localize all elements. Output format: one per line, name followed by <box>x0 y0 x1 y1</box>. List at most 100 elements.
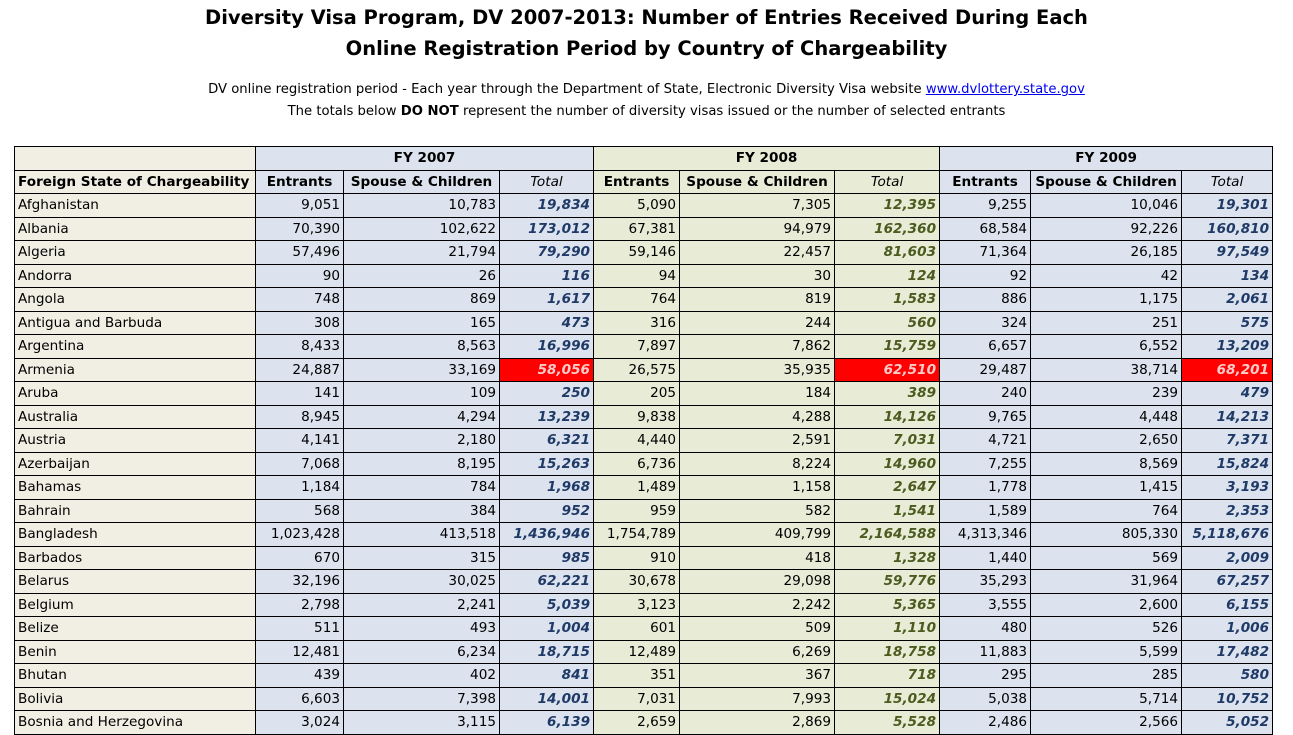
total-cell: 2,647 <box>834 475 941 500</box>
spouse-children-header: Spouse & Children <box>343 169 500 194</box>
entrants-cell: 4,313,346 <box>939 522 1032 547</box>
entrants-cell: 4,721 <box>939 428 1032 453</box>
total-cell: 19,834 <box>498 193 595 218</box>
entrants-cell: 439 <box>255 663 344 688</box>
entrants-cell: 12,481 <box>255 639 344 664</box>
entrants-header: Entrants <box>593 169 681 194</box>
entrants-cell: 1,589 <box>939 498 1032 523</box>
total-cell: 1,617 <box>498 287 595 312</box>
country-name-cell: Austria <box>14 428 256 453</box>
spouse-children-cell: 7,305 <box>679 193 836 218</box>
entrants-cell: 324 <box>939 310 1032 335</box>
country-name-cell: Algeria <box>14 240 256 265</box>
country-name-cell: Andorra <box>14 263 256 288</box>
entrants-cell: 205 <box>593 381 681 406</box>
table-row: Austria 4,141 2,180 6,321 4,440 2,591 7,031 4,7… <box>14 428 1274 453</box>
spouse-children-cell: 38,714 <box>1030 357 1183 382</box>
total-cell: 952 <box>498 498 595 523</box>
total-cell: 575 <box>1181 310 1274 335</box>
country-name-cell: Bangladesh <box>14 522 256 547</box>
entrants-cell: 6,657 <box>939 334 1032 359</box>
entrants-cell: 9,765 <box>939 404 1032 429</box>
empty-header-cell <box>14 146 256 171</box>
table-body: Afghanistan 9,051 10,783 19,834 5,090 7,305 12… <box>14 193 1274 735</box>
total-cell: 6,321 <box>498 428 595 453</box>
entrants-cell: 9,255 <box>939 193 1032 218</box>
total-cell: 14,213 <box>1181 404 1274 429</box>
spouse-children-cell: 7,993 <box>679 686 836 711</box>
table-row: Belize 511 493 1,004 601 509 1,110 480 526 1,006 <box>14 616 1274 641</box>
table-row: Afghanistan 9,051 10,783 19,834 5,090 7,305 12… <box>14 193 1274 218</box>
spouse-children-cell: 367 <box>679 663 836 688</box>
total-cell: 1,968 <box>498 475 595 500</box>
entrants-cell: 748 <box>255 287 344 312</box>
entrants-cell: 7,068 <box>255 451 344 476</box>
spouse-children-cell: 526 <box>1030 616 1183 641</box>
total-cell: 173,012 <box>498 216 595 241</box>
entrants-cell: 26,575 <box>593 357 681 382</box>
total-cell: 116 <box>498 263 595 288</box>
entrants-cell: 5,090 <box>593 193 681 218</box>
total-cell: 985 <box>498 545 595 570</box>
entrants-cell: 2,798 <box>255 592 344 617</box>
spouse-children-cell: 2,180 <box>343 428 500 453</box>
entrants-cell: 70,390 <box>255 216 344 241</box>
entrants-cell: 1,023,428 <box>255 522 344 547</box>
total-cell: 58,056 <box>498 357 595 382</box>
spouse-children-cell: 418 <box>679 545 836 570</box>
entrants-cell: 1,778 <box>939 475 1032 500</box>
entrants-header: Entrants <box>939 169 1032 194</box>
total-cell: 1,004 <box>498 616 595 641</box>
country-name-cell: Bahrain <box>14 498 256 523</box>
table-row: Bolivia 6,603 7,398 14,001 7,031 7,993 15,024 5… <box>14 686 1274 711</box>
entrants-cell: 2,659 <box>593 710 681 735</box>
total-cell: 479 <box>1181 381 1274 406</box>
entrants-cell: 57,496 <box>255 240 344 265</box>
country-name-cell: Azerbaijan <box>14 451 256 476</box>
spouse-children-cell: 2,869 <box>679 710 836 735</box>
total-cell: 15,759 <box>834 334 941 359</box>
entrants-cell: 94 <box>593 263 681 288</box>
entrants-header: Entrants <box>255 169 344 194</box>
spouse-children-cell: 94,979 <box>679 216 836 241</box>
entrants-cell: 4,440 <box>593 428 681 453</box>
entrants-cell: 59,146 <box>593 240 681 265</box>
entrants-cell: 351 <box>593 663 681 688</box>
total-cell: 841 <box>498 663 595 688</box>
total-cell: 18,715 <box>498 639 595 664</box>
spouse-children-cell: 29,098 <box>679 569 836 594</box>
spouse-children-cell: 10,783 <box>343 193 500 218</box>
country-column-header: Foreign State of Chargeability <box>14 169 256 194</box>
total-cell: 7,031 <box>834 428 941 453</box>
subtitle-emphasis: DO NOT <box>400 104 459 119</box>
spouse-children-cell: 569 <box>1030 545 1183 570</box>
total-cell: 5,118,676 <box>1181 522 1274 547</box>
spouse-children-cell: 8,224 <box>679 451 836 476</box>
spouse-children-cell: 10,046 <box>1030 193 1183 218</box>
spouse-children-cell: 8,195 <box>343 451 500 476</box>
subtitle-line-2: The totals below DO NOT represent the nu… <box>0 101 1293 123</box>
table-row: Benin 12,481 6,234 18,715 12,489 6,269 18,758 1… <box>14 639 1274 664</box>
country-name-cell: Benin <box>14 639 256 664</box>
entrants-cell: 6,736 <box>593 451 681 476</box>
entrants-cell: 4,141 <box>255 428 344 453</box>
spouse-children-cell: 5,714 <box>1030 686 1183 711</box>
spouse-children-cell: 384 <box>343 498 500 523</box>
entrants-cell: 764 <box>593 287 681 312</box>
total-cell: 134 <box>1181 263 1274 288</box>
table-row: Barbados 670 315 985 910 418 1,328 1,440 569 2,00… <box>14 545 1274 570</box>
spouse-children-header: Spouse & Children <box>679 169 836 194</box>
spouse-children-cell: 2,566 <box>1030 710 1183 735</box>
table-row: Albania 70,390 102,622 173,012 67,381 94,979 1… <box>14 216 1274 241</box>
spouse-children-cell: 509 <box>679 616 836 641</box>
entries-table: FY 2007 FY 2008 FY 2009 Foreign State of… <box>14 146 1274 735</box>
spouse-children-cell: 4,448 <box>1030 404 1183 429</box>
total-cell: 389 <box>834 381 941 406</box>
total-cell: 1,328 <box>834 545 941 570</box>
total-cell: 67,257 <box>1181 569 1274 594</box>
entrants-cell: 308 <box>255 310 344 335</box>
spouse-children-cell: 30 <box>679 263 836 288</box>
spouse-children-cell: 21,794 <box>343 240 500 265</box>
dv-lottery-link[interactable]: www.dvlottery.state.gov <box>925 82 1085 97</box>
spouse-children-cell: 1,175 <box>1030 287 1183 312</box>
